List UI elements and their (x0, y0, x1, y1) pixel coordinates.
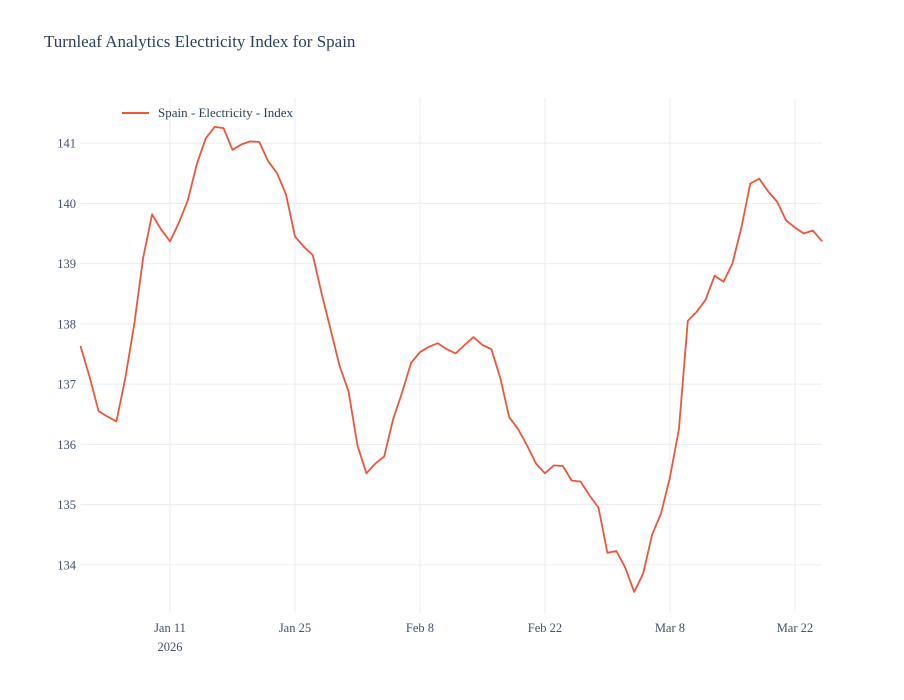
y-axis-tick-label: 136 (57, 438, 76, 452)
series-line-spain-electricity-index[interactable] (79, 126, 823, 593)
plot-area[interactable] (81, 98, 822, 613)
x-axis-tick-label: Jan 11 (154, 621, 186, 635)
y-axis-tick-label: 137 (57, 378, 76, 392)
x-axis-tick-label: Jan 25 (279, 621, 311, 635)
chart-title: Turnleaf Analytics Electricity Index for… (44, 32, 356, 51)
y-axis-tick-label: 140 (57, 197, 76, 211)
y-axis-tick-label: 134 (57, 558, 77, 572)
x-axis-tick-sublabel: 2026 (157, 640, 182, 654)
legend-item[interactable]: Spain - Electricity - Index (122, 105, 293, 121)
y-axis-tick-label: 138 (57, 317, 76, 331)
y-axis-tick-label: 135 (57, 498, 76, 512)
y-axis-tick-label: 141 (57, 137, 76, 151)
legend-line-swatch (122, 112, 149, 114)
x-axis-tick-label: Mar 22 (777, 621, 813, 635)
legend-label: Spain - Electricity - Index (158, 105, 294, 120)
x-axis-tick-label: Feb 22 (528, 621, 562, 635)
y-axis-tick-label: 139 (57, 257, 76, 271)
x-axis-tick-label: Mar 8 (655, 621, 685, 635)
x-axis-tick-label: Feb 8 (406, 621, 434, 635)
